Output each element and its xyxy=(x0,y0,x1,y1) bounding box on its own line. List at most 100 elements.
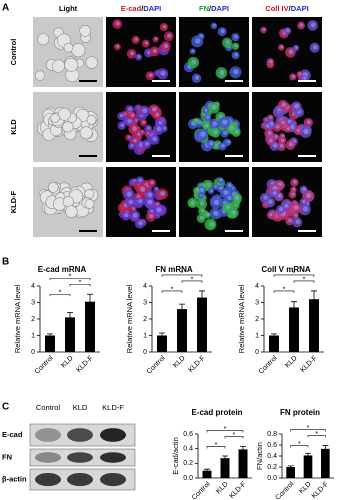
header-part: DAPI xyxy=(211,4,229,13)
nucleus xyxy=(210,222,214,226)
nucleus xyxy=(234,52,238,57)
cell xyxy=(62,121,74,133)
micrograph xyxy=(106,17,176,87)
nucleus xyxy=(288,49,294,55)
nucleus xyxy=(227,183,232,188)
nucleus xyxy=(274,134,278,139)
error-bar xyxy=(199,290,205,298)
nucleus xyxy=(199,215,204,220)
micrograph xyxy=(252,167,322,237)
nucleus xyxy=(128,199,134,205)
nucleus xyxy=(213,130,219,135)
nucleus xyxy=(213,210,219,216)
error-bar xyxy=(311,290,317,300)
nucleus xyxy=(195,119,199,123)
nucleus xyxy=(158,121,163,125)
error-bar xyxy=(322,445,329,449)
bar xyxy=(286,467,295,478)
chart-title: FN mRNA xyxy=(155,265,193,274)
significance-label: * xyxy=(69,274,72,281)
nucleus xyxy=(194,75,200,80)
y-tick-label: 0.2 xyxy=(267,464,277,471)
row-label: KLD-F xyxy=(9,190,18,213)
bar xyxy=(309,299,319,352)
bar xyxy=(303,455,313,478)
micrograph xyxy=(252,17,322,87)
nucleus xyxy=(269,213,273,217)
cell xyxy=(64,57,79,72)
header-part: FN xyxy=(199,4,209,13)
nucleus xyxy=(126,191,132,197)
nucleus xyxy=(234,130,239,135)
y-tick-label: 0 xyxy=(31,349,35,356)
significance-bracket xyxy=(161,274,203,277)
bar xyxy=(157,335,167,352)
nucleus xyxy=(288,142,294,147)
x-tick-label: KLD-F xyxy=(228,481,247,500)
significance-bracket xyxy=(290,429,326,432)
nucleus xyxy=(138,220,143,226)
significance-bracket xyxy=(290,445,309,448)
header-part: DAPI xyxy=(143,4,161,13)
significance-label: * xyxy=(283,286,286,293)
cell xyxy=(63,42,74,53)
nucleus xyxy=(116,44,120,48)
bar xyxy=(65,317,75,352)
significance-label: * xyxy=(307,425,310,432)
nucleus xyxy=(281,134,285,138)
significance-bracket xyxy=(273,274,315,277)
chart-title: FN protein xyxy=(280,408,320,417)
nucleus xyxy=(149,214,154,219)
bar xyxy=(202,470,212,478)
y-tick-label: 2 xyxy=(143,316,147,323)
nucleus xyxy=(162,24,167,29)
cell xyxy=(85,56,98,69)
nucleus xyxy=(219,186,223,190)
nucleus xyxy=(132,212,138,218)
bar xyxy=(85,301,95,352)
nucleus xyxy=(228,125,234,131)
nucleus xyxy=(130,113,135,117)
cell xyxy=(51,59,66,73)
y-tick-label: 2 xyxy=(255,316,259,323)
nucleus xyxy=(214,185,217,189)
nucleus xyxy=(269,116,273,120)
nucleus xyxy=(163,43,169,49)
x-tick-label: KLD-F xyxy=(311,481,330,500)
blot-band xyxy=(100,472,126,487)
nucleus xyxy=(137,55,141,59)
y-axis-label: Relative mRNA level xyxy=(125,284,134,353)
nucleus xyxy=(280,45,284,49)
bar xyxy=(321,448,330,478)
nucleus xyxy=(262,28,266,32)
micrograph xyxy=(179,167,249,237)
nucleus xyxy=(278,206,284,212)
x-tick-label: Control xyxy=(191,480,212,500)
nucleus xyxy=(227,140,231,144)
nucleus xyxy=(231,210,237,215)
micrograph-content xyxy=(252,17,322,87)
nucleus xyxy=(277,194,282,198)
y-tick-label: 1 xyxy=(143,332,147,339)
nucleus xyxy=(268,199,273,205)
y-axis-label: Relative mRNA level xyxy=(237,284,246,353)
y-tick-label: 4 xyxy=(143,283,147,290)
micrograph-content xyxy=(33,92,103,162)
blot-band xyxy=(35,452,61,463)
y-tick-label: 0.6 xyxy=(183,431,193,438)
nucleus xyxy=(272,143,278,148)
nucleus xyxy=(130,144,134,148)
micrograph-content xyxy=(106,167,176,237)
bar xyxy=(45,335,55,352)
blot-band xyxy=(67,452,93,463)
x-tick-label: Control xyxy=(34,354,55,375)
column-header: Light xyxy=(59,4,78,13)
micrograph-content xyxy=(179,92,249,162)
nucleus xyxy=(209,141,214,146)
nucleus xyxy=(120,123,125,128)
significance-bracket xyxy=(161,290,183,293)
significance-label: * xyxy=(224,426,227,433)
y-tick-label: 0.4 xyxy=(183,446,193,453)
lane-label: KLD xyxy=(73,403,88,412)
column-header: E-cad/DAPI xyxy=(121,4,161,13)
